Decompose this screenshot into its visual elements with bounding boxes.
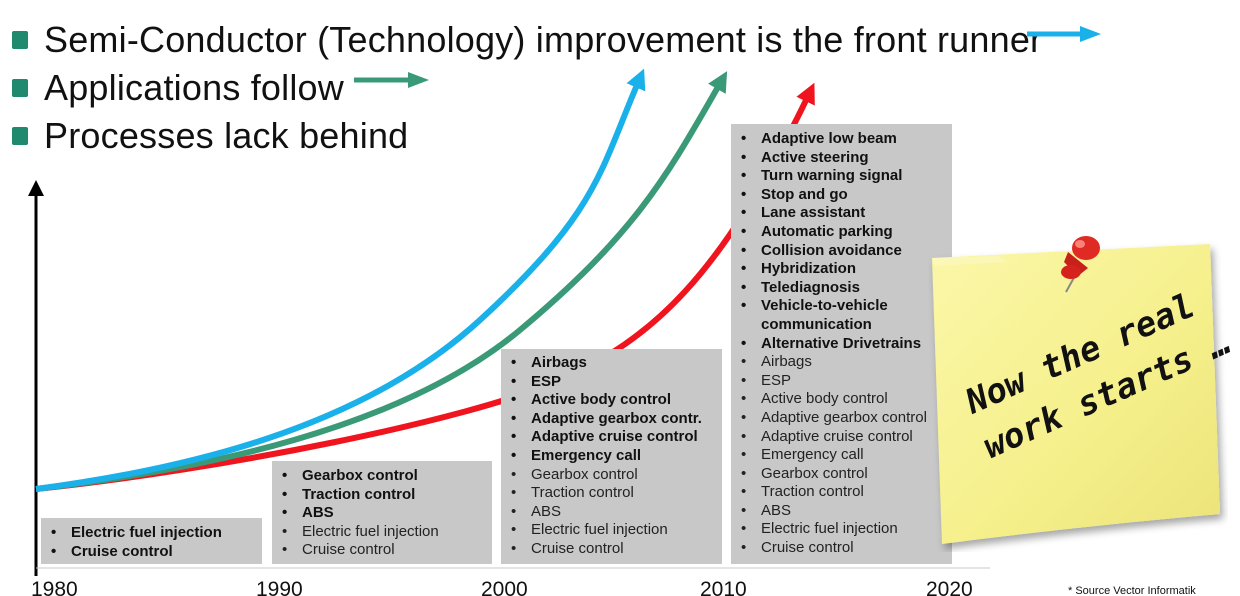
list-item: Adaptive cruise control [731, 428, 952, 447]
list-item: Cruise control [501, 540, 722, 559]
list-item: ABS [272, 504, 492, 523]
bullet-text: Processes lack behind [44, 115, 409, 156]
list-item: Electric fuel injection [272, 523, 492, 542]
list-item: Traction control [272, 486, 492, 505]
era-box-2010: Adaptive low beam Active steering Turn w… [731, 124, 952, 564]
list-item: ABS [501, 503, 722, 522]
sticky-note [932, 236, 1220, 544]
list-item: Telediagnosis [731, 279, 952, 298]
year-label: 1990 [256, 579, 303, 596]
list-item: Hybridization [731, 260, 952, 279]
list-item: Automatic parking [731, 223, 952, 242]
list-item: Electric fuel injection [731, 520, 952, 539]
list-item: Electric fuel injection [41, 524, 262, 543]
bullet-square-icon [12, 127, 28, 145]
list-item: Adaptive gearbox control [731, 409, 952, 428]
list-item: Cruise control [731, 539, 952, 558]
list-item: Emergency call [501, 447, 722, 466]
list-item: Adaptive low beam [731, 130, 952, 149]
list-item: Vehicle-to-vehicle [731, 297, 952, 316]
era-box-2000: Airbags ESP Active body control Adaptive… [501, 349, 722, 564]
list-item: Lane assistant [731, 204, 952, 223]
bullet-text: Applications follow [44, 67, 344, 108]
bullet-square-icon [12, 79, 28, 97]
list-item: Stop and go [731, 186, 952, 205]
list-item: Gearbox control [731, 465, 952, 484]
year-label: 2000 [481, 579, 528, 596]
list-item: ESP [501, 373, 722, 392]
vertical-axis [28, 180, 44, 576]
list-item: Cruise control [41, 543, 262, 562]
list-item: Electric fuel injection [501, 521, 722, 540]
list-item: Traction control [501, 484, 722, 503]
list-item: Adaptive gearbox contr. [501, 410, 722, 429]
bullet-technology: Semi-Conductor (Technology) improvement … [12, 17, 1042, 63]
source-note: * Source Vector Informatik [1068, 585, 1196, 596]
list-item: Active body control [731, 390, 952, 409]
year-label: 2020 [926, 579, 973, 596]
list-item: Cruise control [272, 541, 492, 560]
list-item: Alternative Drivetrains [731, 335, 952, 354]
bullet-square-icon [12, 31, 28, 49]
list-item: Traction control [731, 483, 952, 502]
list-item-continuation: communication [761, 315, 872, 333]
pushpin-icon [1061, 236, 1100, 293]
list-item: Gearbox control [501, 466, 722, 485]
year-label: 2010 [700, 579, 747, 596]
list-item: ABS [731, 502, 952, 521]
list-item: Active body control [501, 391, 722, 410]
list-item: Active steering [731, 149, 952, 168]
era-box-1990: Gearbox control Traction control ABS Ele… [272, 461, 492, 564]
list-item: Collision avoidance [731, 242, 952, 261]
bullet-processes: Processes lack behind [12, 113, 408, 159]
bullet-list: Semi-Conductor (Technology) improvement … [0, 0, 1240, 170]
year-label: 1980 [31, 579, 78, 596]
bullet-text: Semi-Conductor (Technology) improvement … [44, 19, 1043, 60]
list-item: Turn warning signal [731, 167, 952, 186]
list-item: Emergency call [731, 446, 952, 465]
era-box-1980: Electric fuel injection Cruise control [41, 518, 262, 564]
bullet-applications: Applications follow [12, 65, 344, 111]
list-item: Airbags [731, 353, 952, 372]
list-item: Gearbox control [272, 467, 492, 486]
list-item: Adaptive cruise control [501, 428, 722, 447]
axis-arrow-icon [28, 180, 44, 196]
list-item: ESP [731, 372, 952, 391]
list-item: Airbags [501, 354, 722, 373]
